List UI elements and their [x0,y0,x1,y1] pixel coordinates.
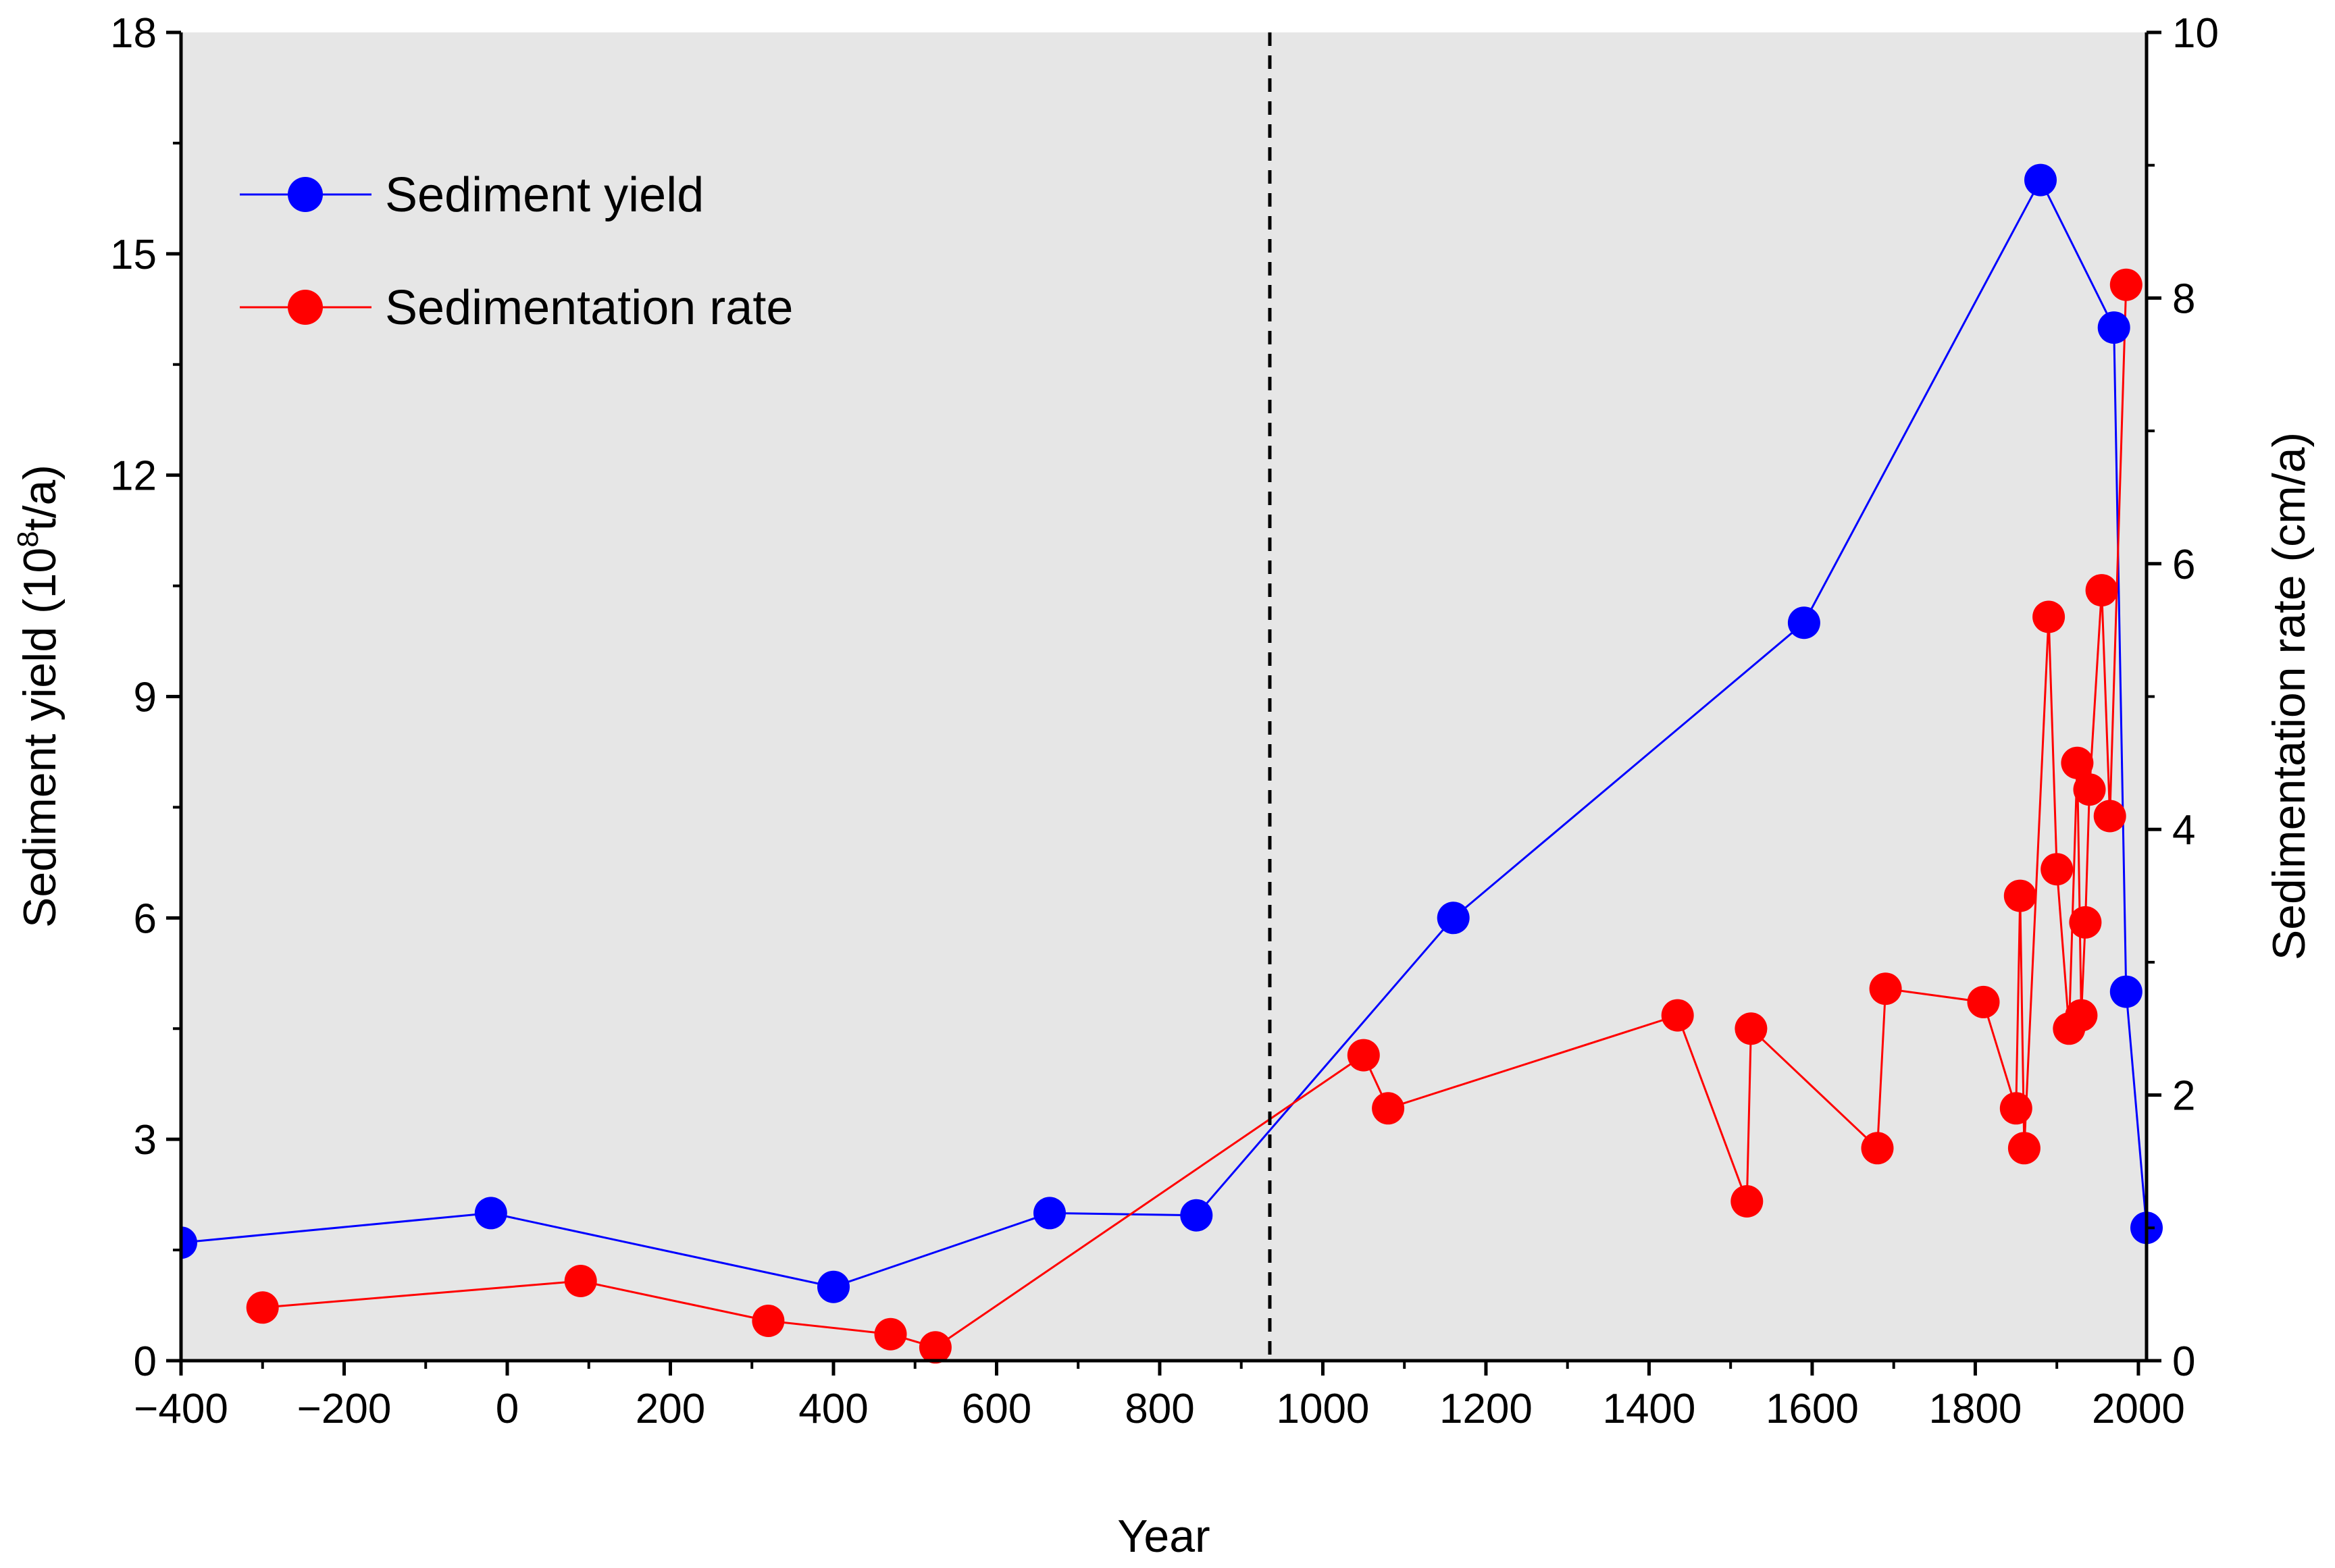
data-point-sedimentation-rate [564,1265,597,1297]
x-tick-label: 1600 [1766,1386,1859,1432]
legend-marker-sedimentation-rate [288,290,323,325]
y-left-tick-label: 15 [110,232,157,278]
y-axis-right-title: Sedimentation rate (cm/a) [2263,432,2315,960]
data-point-sedimentation-rate [874,1317,907,1351]
x-tick-label: −400 [134,1386,228,1432]
y-left-tick-label: 9 [134,675,157,721]
y-right-tick-label: 4 [2172,807,2195,854]
data-point-sedimentation-rate [1861,1132,1894,1165]
y-axis-left-title-exponent: 8 [11,531,45,547]
x-axis-title: Year [1117,1511,1210,1562]
x-tick-label: −200 [297,1386,392,1432]
x-tick-label: 800 [1125,1386,1194,1432]
data-point-sedimentation-rate [1999,1092,2032,1125]
data-point-sedimentation-rate [2109,268,2142,301]
data-point-sedimentation-rate [2093,800,2126,833]
data-point-sedimentation-rate [1372,1092,1405,1125]
data-point-sedimentation-rate [1735,1012,1768,1045]
data-point-sediment-yield [1180,1199,1213,1232]
data-point-sedimentation-rate [246,1291,279,1324]
data-point-sedimentation-rate [1869,972,1902,1005]
y-axis-left-title-main: Sediment yield (10 [14,548,66,928]
data-point-sedimentation-rate [2069,906,2102,939]
legend-label-sediment-yield: Sediment yield [385,168,704,222]
legend: Sediment yield Sedimentation rate [240,168,793,335]
y-right-tick-label: 8 [2172,276,2195,322]
y-left-tick-label: 3 [134,1117,157,1164]
data-point-sedimentation-rate [752,1305,785,1337]
y-axis-left-title-suffix: t/a) [14,465,66,531]
data-point-sediment-yield [817,1270,850,1303]
data-point-sedimentation-rate [2065,999,2098,1032]
data-point-sediment-yield [2097,311,2130,344]
data-point-sediment-yield [2109,975,2142,1008]
y-left-tick-label: 18 [110,10,157,57]
data-point-sedimentation-rate [2007,1132,2041,1165]
y-right-tick-label: 10 [2172,10,2219,57]
y-axis-left-title: Sediment yield (108t/a) [11,465,66,928]
x-tick-label: 1400 [1602,1386,1695,1432]
axes [166,30,2161,1376]
x-tick-label: 1800 [1928,1386,2022,1432]
data-point-sedimentation-rate [919,1331,952,1364]
data-point-sediment-yield [1033,1197,1066,1230]
x-tick-label: 200 [636,1386,705,1432]
legend-label-sedimentation-rate: Sedimentation rate [385,281,793,335]
tick-labels: −400 −200 0 200 400 600 800 1000 1200 1400 1600 180… [110,10,2219,1432]
data-point-sediment-yield [1787,606,1820,639]
data-point-sedimentation-rate [2003,879,2036,912]
data-point-sedimentation-rate [2085,574,2118,607]
x-tick-label: 1000 [1276,1386,1369,1432]
legend-marker-sediment-yield [288,177,323,212]
data-point-sedimentation-rate [2061,746,2094,779]
data-point-sediment-yield [1437,901,1470,935]
data-point-sedimentation-rate [2041,853,2074,886]
data-point-sediment-yield [474,1197,507,1230]
y-right-tick-label: 6 [2172,542,2195,588]
x-tick-label: 0 [496,1386,519,1432]
data-point-sedimentation-rate [1967,985,2000,1018]
x-tick-label: 2000 [2092,1386,2185,1432]
data-point-sediment-yield [2024,163,2057,197]
y-left-tick-label: 0 [134,1338,157,1385]
y-left-tick-label: 12 [110,453,157,500]
y-right-tick-label: 2 [2172,1073,2195,1120]
data-point-sedimentation-rate [1661,999,1694,1032]
series-markers [181,163,2163,1364]
data-point-sedimentation-rate [2032,600,2065,633]
data-point-sedimentation-rate [1347,1039,1380,1072]
y-right-tick-label: 0 [2172,1338,2195,1385]
x-tick-label: 1200 [1439,1386,1533,1432]
data-point-sedimentation-rate [2073,773,2106,806]
data-point-sediment-yield [181,1226,197,1259]
plot-background [181,32,2147,1361]
x-tick-label: 600 [962,1386,1031,1432]
x-tick-label: 400 [798,1386,868,1432]
y-left-tick-label: 6 [134,895,157,942]
data-point-sedimentation-rate [1730,1185,1764,1218]
